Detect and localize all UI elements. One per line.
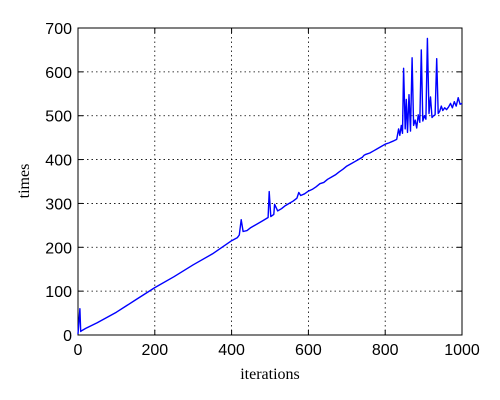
y-tick-label: 300 bbox=[45, 196, 72, 213]
plot-frame bbox=[77, 27, 463, 336]
x-tick-label: 0 bbox=[74, 342, 83, 359]
x-tick-label: 800 bbox=[372, 342, 399, 359]
y-tick-label: 100 bbox=[45, 284, 72, 301]
x-tick-label: 1000 bbox=[444, 342, 480, 359]
series-line bbox=[77, 37, 463, 335]
x-tick-label: 400 bbox=[218, 342, 245, 359]
axis-ticks bbox=[77, 27, 463, 336]
x-tick-label: 200 bbox=[141, 342, 168, 359]
y-tick-label: 700 bbox=[45, 21, 72, 38]
x-tick-label: 600 bbox=[295, 342, 322, 359]
y-tick-label: 200 bbox=[45, 240, 72, 257]
y-tick-label: 0 bbox=[63, 328, 72, 345]
y-tick-label: 500 bbox=[45, 109, 72, 126]
x-axis-title: iterations bbox=[240, 366, 300, 383]
y-axis-title: times bbox=[16, 164, 33, 199]
grid-lines bbox=[78, 28, 462, 335]
y-tick-label: 400 bbox=[45, 153, 72, 170]
series-layer bbox=[77, 37, 463, 335]
y-tick-label: 600 bbox=[45, 65, 72, 82]
tick-labels: 0 200 400 600 800 1000 0 100 200 300 400 500 600 700 bbox=[45, 21, 480, 359]
